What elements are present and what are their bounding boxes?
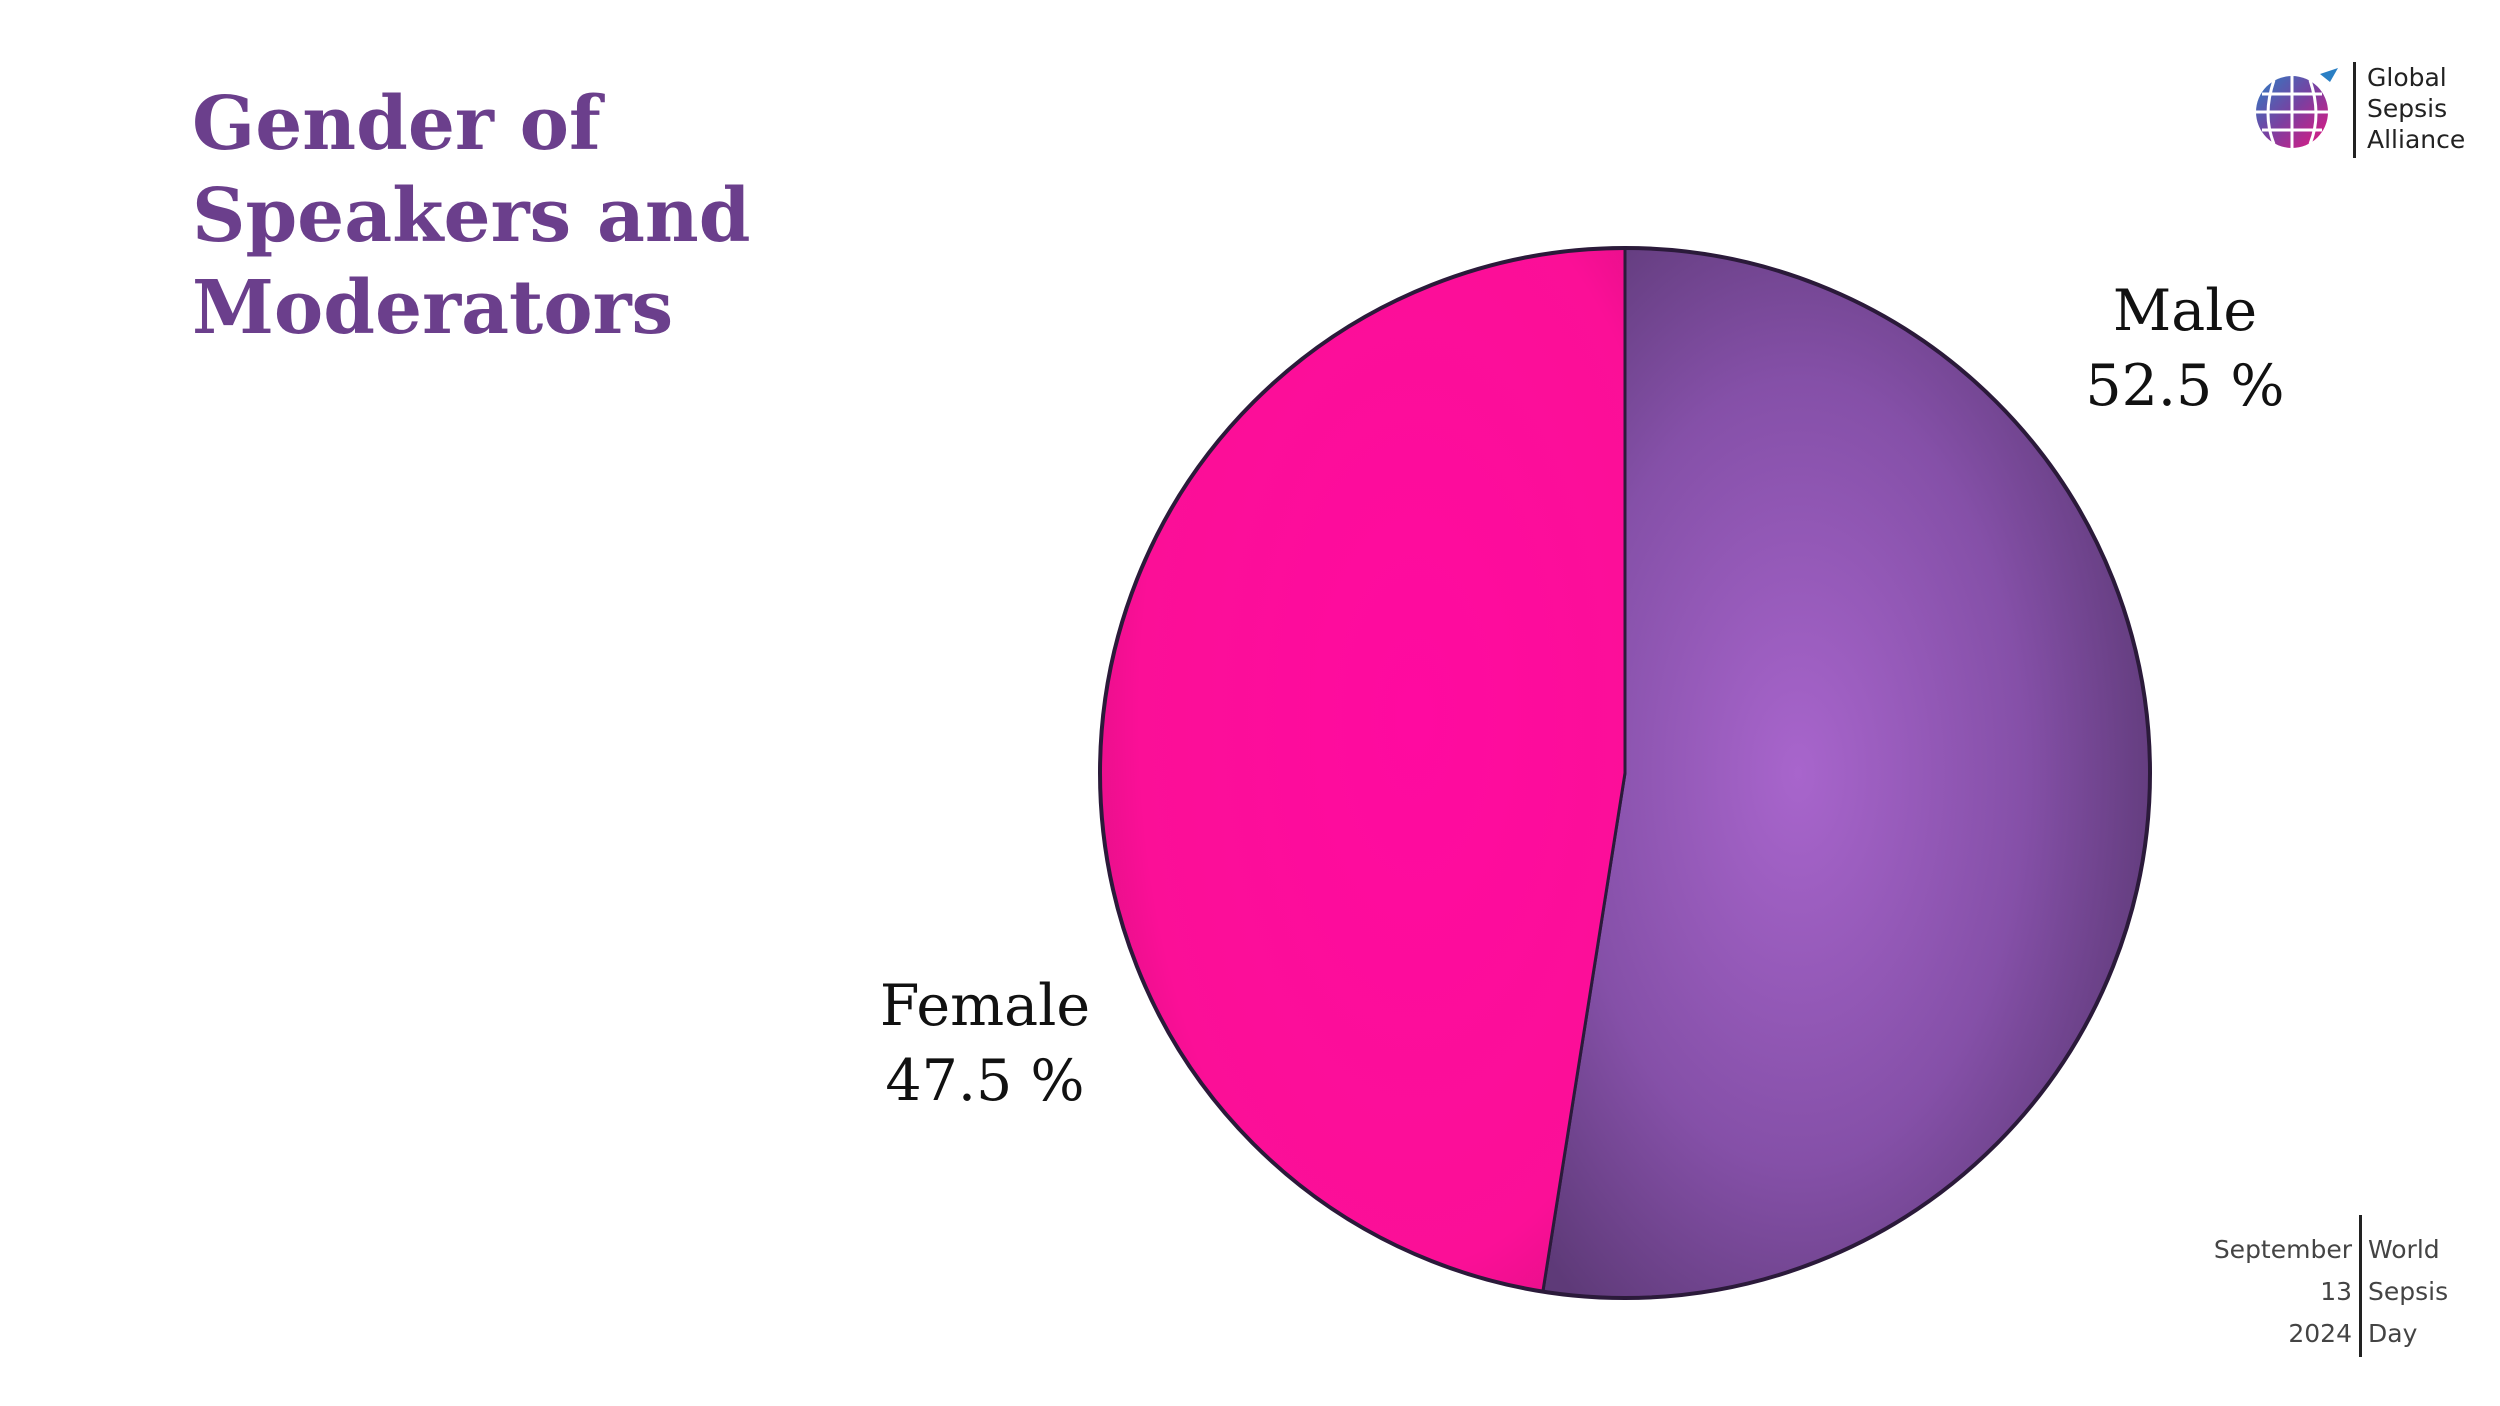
global-sepsis-alliance-logo: Global Sepsis Alliance	[2250, 62, 2470, 162]
event-date: September 13 2024	[2214, 1229, 2352, 1355]
event-date-line: 13	[2320, 1277, 2352, 1306]
logo-text: Global Sepsis Alliance	[2367, 62, 2465, 155]
title-line: Moderators	[192, 265, 674, 351]
event-date-line: September	[2213, 1235, 2352, 1264]
globe-icon	[2256, 68, 2338, 148]
slice-value-female: 47.5 %	[885, 1048, 1084, 1114]
event-name-line: World	[2368, 1235, 2440, 1264]
event-divider	[2359, 1215, 2362, 1357]
event-name-line: Sepsis	[2368, 1277, 2449, 1306]
pie-outline	[1098, 246, 2152, 1300]
page-title: Gender of Speakers and Moderators	[192, 78, 832, 354]
logo-line: Sepsis	[2367, 94, 2448, 123]
title-line: Speakers and	[192, 173, 751, 259]
logo-line: Global	[2367, 63, 2447, 92]
title-line: Gender of	[192, 81, 601, 167]
logo-divider	[2353, 62, 2356, 158]
event-date-line: 2024	[2288, 1319, 2352, 1348]
pie-slice-female	[1098, 246, 1627, 1294]
world-sepsis-day-badge: September 13 2024 World Sepsis Day	[2214, 1215, 2480, 1357]
logo-line: Alliance	[2367, 125, 2466, 154]
event-name-line: Day	[2368, 1319, 2418, 1348]
pie-slice-male	[1541, 246, 2152, 1300]
slice-label-female: Female	[880, 973, 1090, 1039]
slice-label-male: Male	[2113, 278, 2257, 344]
slice-value-male: 52.5 %	[2085, 353, 2284, 419]
event-name: World Sepsis Day	[2368, 1229, 2448, 1355]
